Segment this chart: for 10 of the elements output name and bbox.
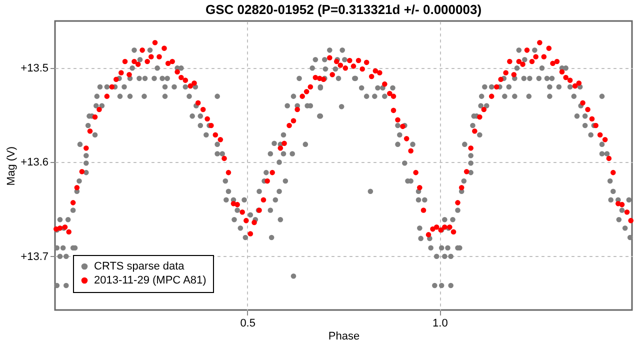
- chart-title: GSC 02820-01952 (P=0.313321d +/- 0.000003): [205, 2, 482, 17]
- x-tick-label: 1.0: [432, 318, 448, 330]
- y-tick-label: +13.5: [20, 62, 48, 75]
- y-tick-label: +13.6: [20, 156, 48, 169]
- y-axis-title: Mag (V): [6, 146, 18, 186]
- legend-label: CRTS sparse data: [94, 260, 186, 272]
- x-tick-label: 0.5: [240, 318, 256, 330]
- y-tick-label: +13.7: [20, 250, 48, 263]
- legend-label: 2013-11-29 (MPC A81): [94, 274, 206, 286]
- x-axis-title: Phase: [328, 330, 360, 342]
